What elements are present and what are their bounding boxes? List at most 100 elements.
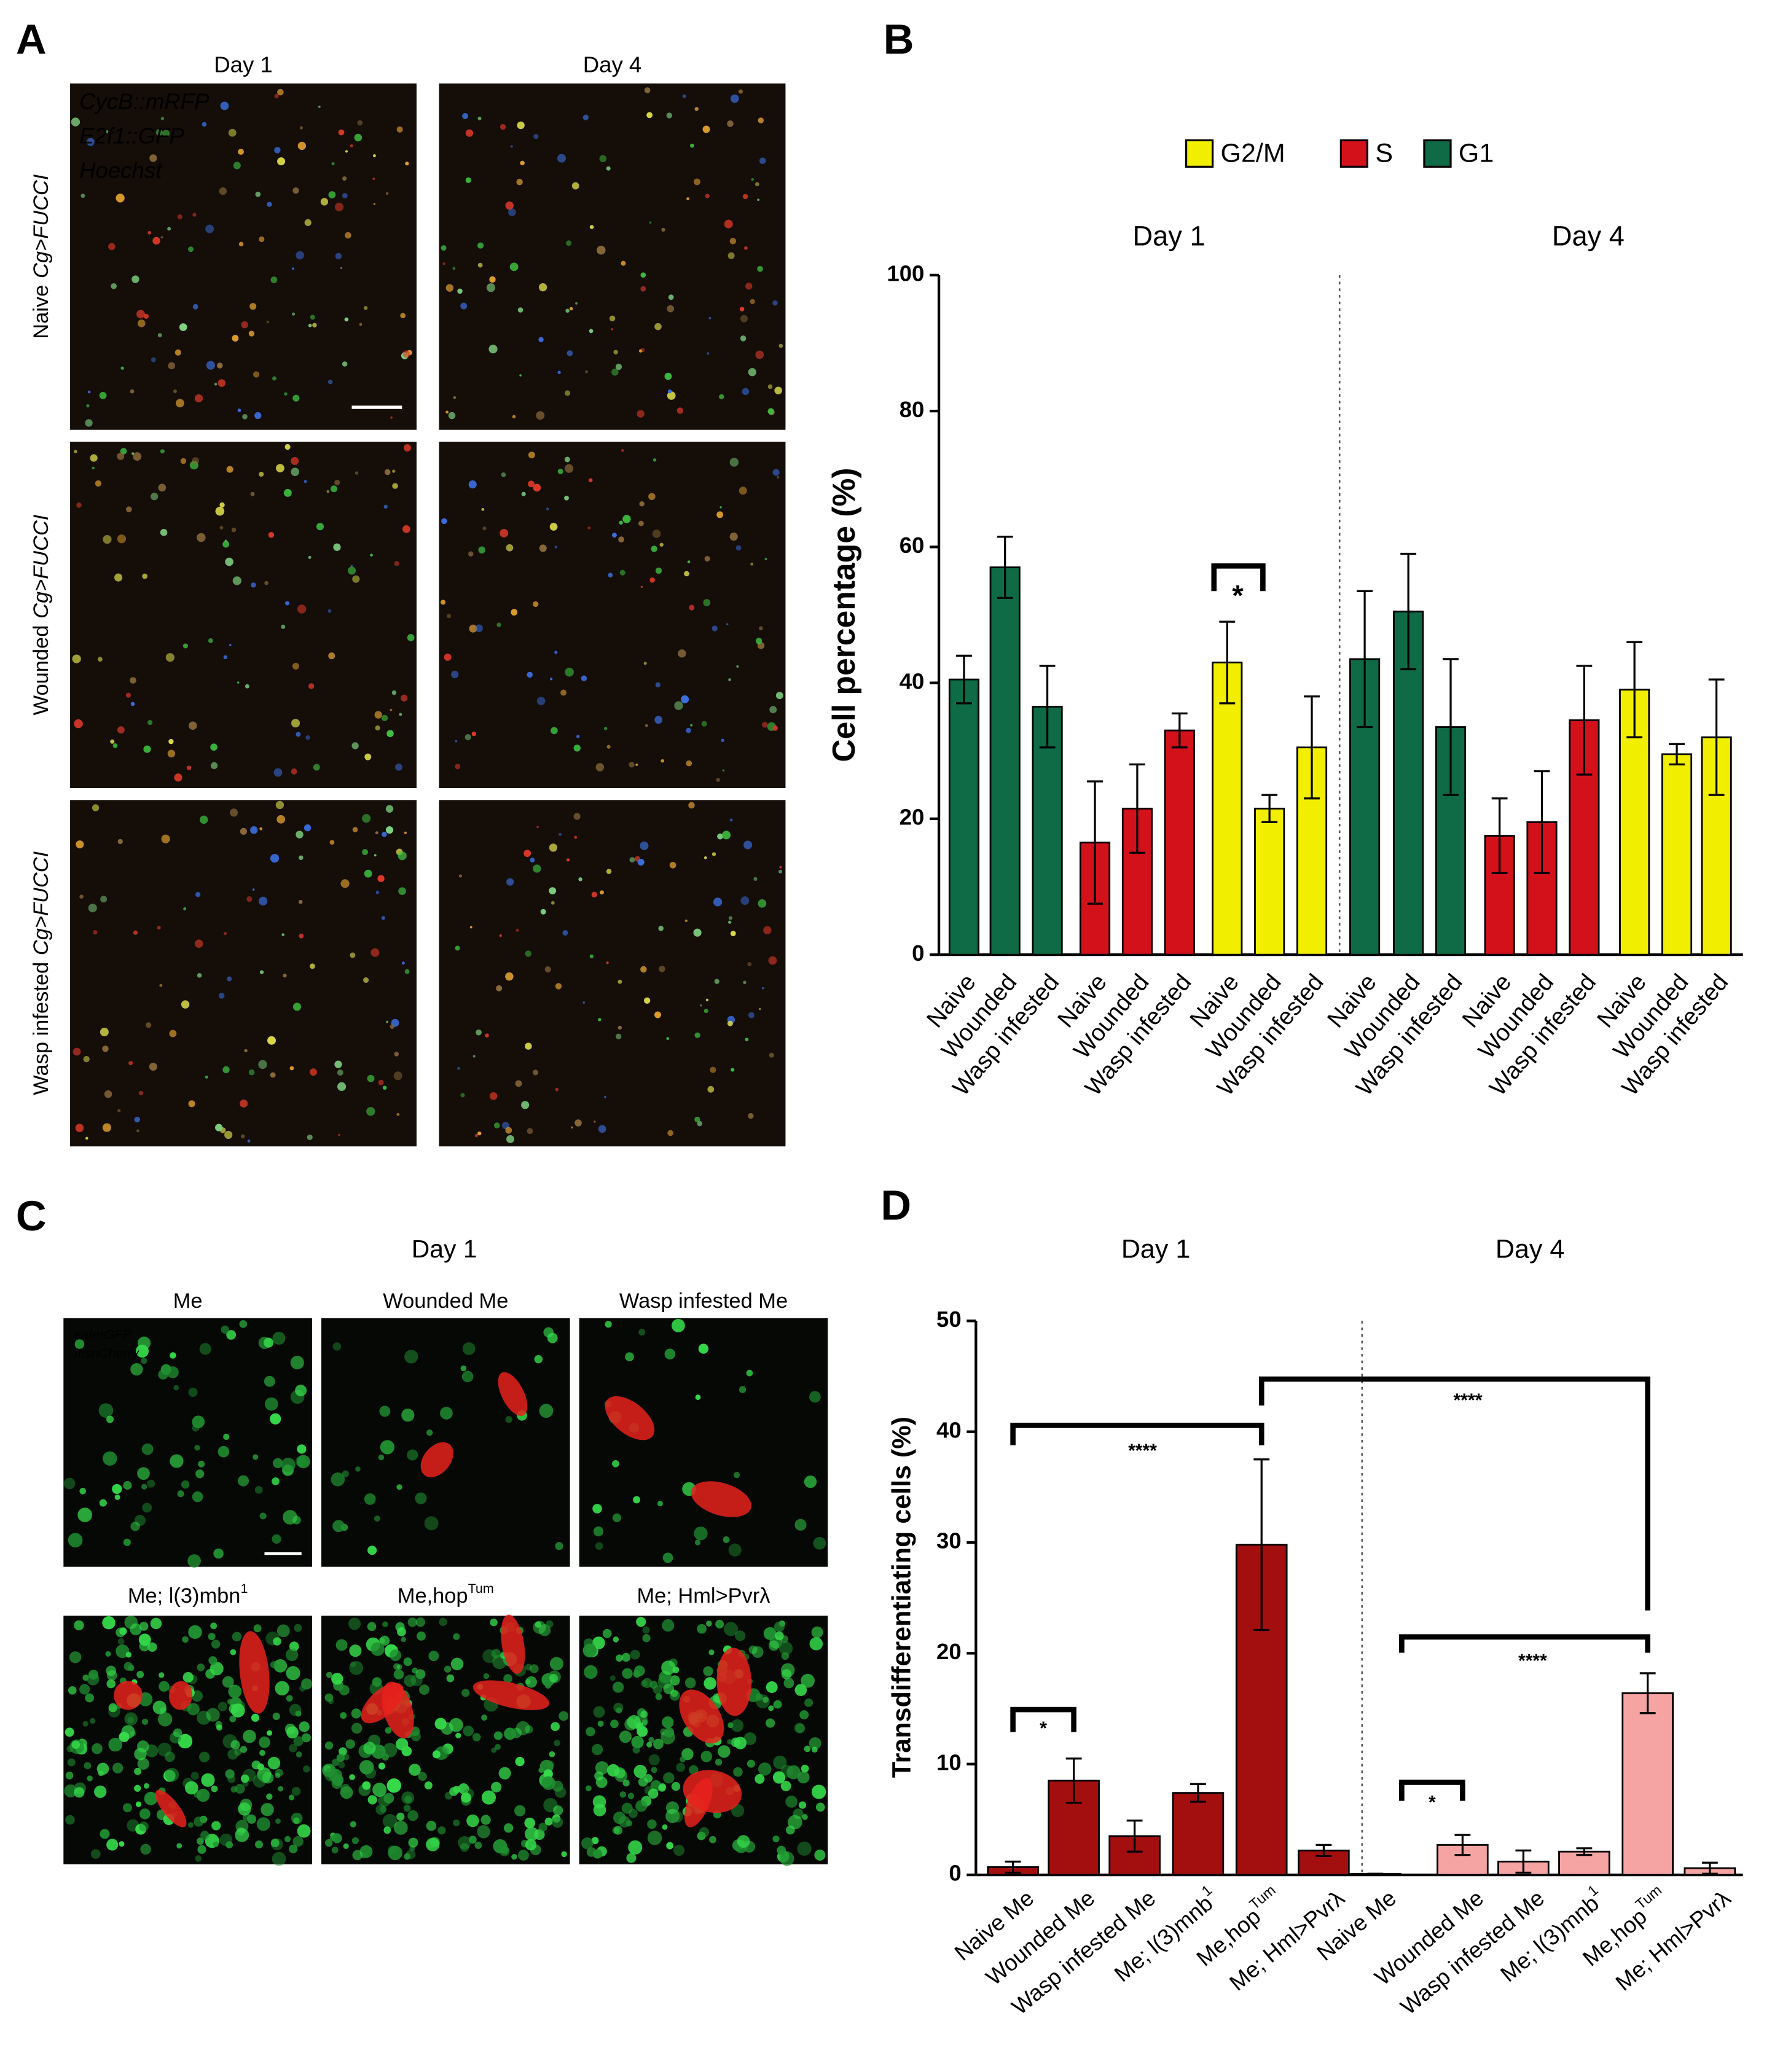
y-tick-label: 0 bbox=[949, 1861, 961, 1886]
significance-label: * bbox=[1429, 1792, 1436, 1813]
cell bbox=[230, 1786, 238, 1793]
cell bbox=[704, 856, 707, 859]
cell bbox=[742, 194, 748, 200]
cell bbox=[453, 396, 457, 399]
lamellocyte bbox=[716, 1648, 752, 1716]
cell bbox=[158, 1369, 168, 1380]
image-title: Me,hopTum bbox=[398, 1581, 494, 1608]
cell bbox=[426, 1820, 437, 1831]
cell bbox=[102, 1123, 111, 1132]
cell bbox=[785, 1796, 798, 1808]
cell bbox=[647, 1831, 662, 1845]
cell bbox=[192, 303, 198, 310]
cell bbox=[775, 692, 783, 700]
cell bbox=[79, 1488, 86, 1495]
cell bbox=[602, 1628, 612, 1638]
cell bbox=[396, 1484, 402, 1490]
cell bbox=[374, 854, 377, 857]
cell bbox=[378, 1762, 386, 1770]
lamellocyte bbox=[420, 1442, 453, 1477]
cell bbox=[373, 203, 376, 206]
cell bbox=[457, 288, 463, 294]
cell bbox=[328, 191, 336, 198]
cell bbox=[445, 284, 454, 292]
cell bbox=[152, 1700, 167, 1714]
cell bbox=[136, 310, 145, 319]
cell bbox=[116, 1627, 126, 1638]
cell bbox=[761, 722, 768, 728]
cell bbox=[758, 899, 767, 908]
cell bbox=[299, 1721, 310, 1732]
cell bbox=[539, 544, 547, 552]
cell bbox=[106, 1665, 117, 1676]
cell bbox=[340, 1712, 347, 1719]
cell bbox=[641, 1719, 648, 1726]
cell bbox=[750, 562, 754, 566]
cell bbox=[76, 840, 84, 849]
cell bbox=[735, 545, 742, 551]
cell bbox=[581, 675, 587, 682]
cell bbox=[175, 399, 184, 408]
significance-label: * bbox=[1232, 580, 1244, 612]
cell bbox=[584, 1638, 594, 1648]
cell bbox=[284, 1723, 296, 1735]
cell bbox=[626, 1853, 637, 1863]
row-genotype: Cg>FUCCI bbox=[29, 514, 53, 619]
cell bbox=[708, 1649, 715, 1656]
cell bbox=[731, 1719, 744, 1732]
cell bbox=[705, 998, 709, 1002]
cell bbox=[508, 208, 516, 216]
micrograph bbox=[439, 442, 786, 788]
cell bbox=[441, 518, 447, 525]
cell bbox=[763, 926, 772, 935]
cell bbox=[342, 193, 348, 198]
y-tick-label: 30 bbox=[936, 1528, 962, 1554]
cell bbox=[533, 133, 539, 139]
cell bbox=[565, 667, 574, 677]
cell bbox=[342, 361, 348, 367]
cell bbox=[622, 1779, 630, 1787]
cell bbox=[815, 1802, 825, 1812]
bar bbox=[948, 678, 980, 956]
cell bbox=[121, 1725, 135, 1739]
error-bar bbox=[1219, 620, 1236, 705]
cell bbox=[274, 147, 281, 154]
cell bbox=[122, 1803, 132, 1813]
cell bbox=[378, 1454, 385, 1461]
cell bbox=[621, 449, 624, 452]
cell bbox=[528, 452, 535, 459]
cell bbox=[141, 1718, 149, 1725]
cell bbox=[240, 827, 248, 835]
cell bbox=[809, 1637, 823, 1651]
cell bbox=[120, 448, 127, 455]
cell bbox=[307, 1134, 313, 1140]
cell bbox=[326, 490, 330, 493]
cell bbox=[610, 1719, 619, 1729]
cell bbox=[125, 692, 131, 698]
cell bbox=[349, 1774, 355, 1780]
cell bbox=[641, 348, 645, 353]
cell bbox=[499, 934, 503, 937]
cell bbox=[472, 1055, 476, 1058]
cell bbox=[461, 1689, 470, 1697]
cell bbox=[661, 759, 665, 763]
cell bbox=[169, 1030, 177, 1038]
cell bbox=[65, 1772, 74, 1780]
cell bbox=[302, 1733, 311, 1743]
cell bbox=[95, 480, 102, 487]
cell bbox=[363, 977, 369, 983]
cell bbox=[173, 389, 177, 393]
cell bbox=[291, 456, 299, 465]
cell bbox=[432, 1750, 441, 1759]
cell bbox=[194, 1445, 200, 1451]
cell bbox=[297, 604, 307, 614]
cell bbox=[653, 1738, 664, 1749]
cell bbox=[338, 129, 345, 136]
cell bbox=[226, 466, 233, 473]
cell bbox=[471, 731, 477, 737]
cell bbox=[704, 1677, 716, 1690]
cell bbox=[642, 1634, 651, 1643]
image-title: Me bbox=[173, 1289, 203, 1313]
channel-label: E2f1::GFP bbox=[79, 123, 184, 149]
cell bbox=[809, 1391, 821, 1403]
